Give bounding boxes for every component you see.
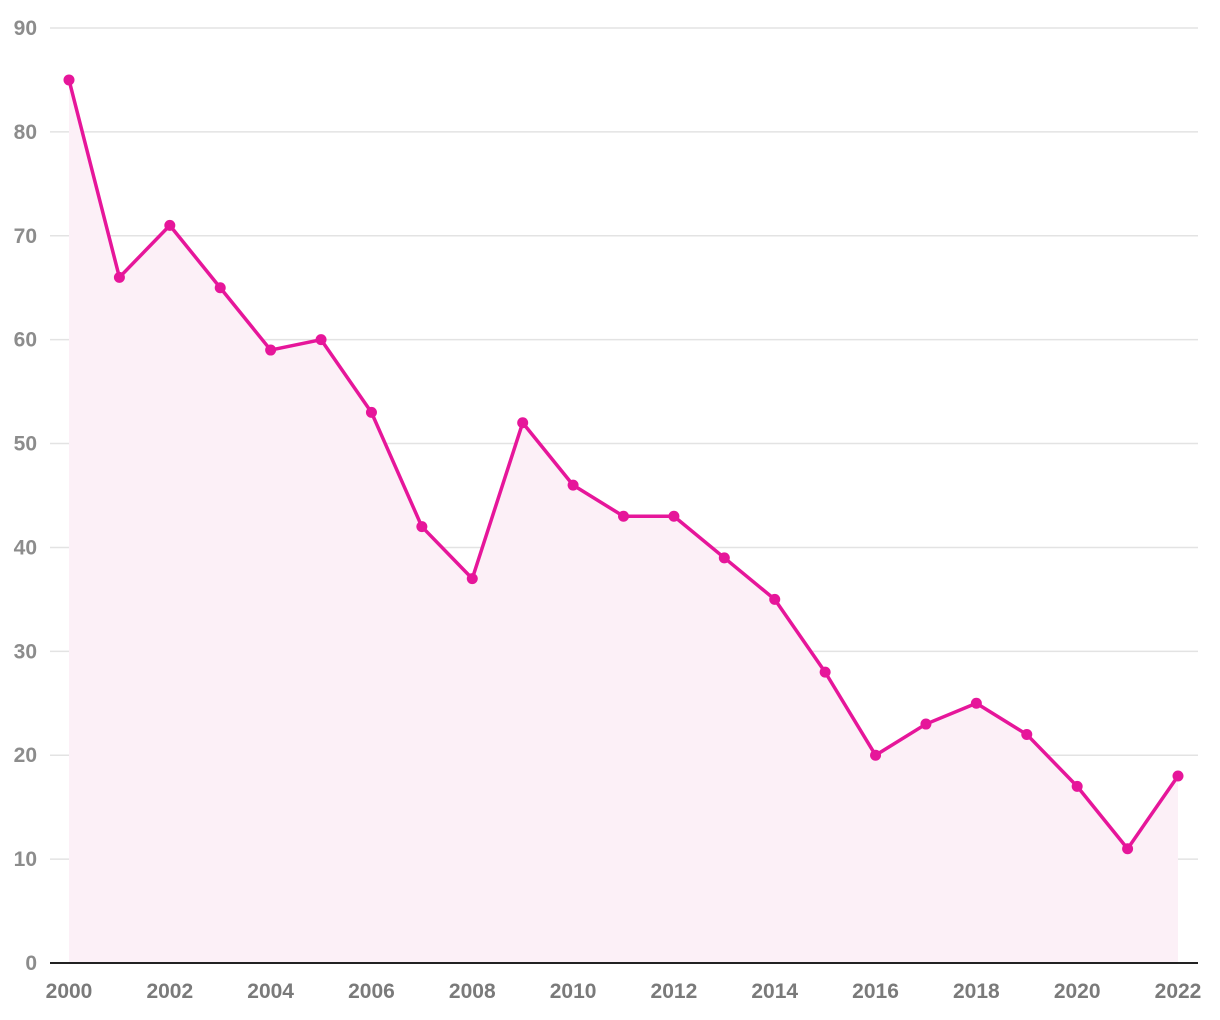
data-point-2016[interactable] bbox=[870, 749, 882, 761]
data-point-2018[interactable] bbox=[970, 697, 982, 709]
x-tick-label: 2022 bbox=[1155, 980, 1202, 1003]
y-axis-tick-labels: 0 10 20 30 40 50 60 70 80 90 bbox=[14, 17, 37, 975]
data-point-2007[interactable] bbox=[416, 521, 428, 533]
data-point-2011[interactable] bbox=[618, 510, 629, 522]
data-point-2009[interactable] bbox=[517, 417, 529, 429]
data-point-2010[interactable] bbox=[567, 479, 579, 491]
x-tick-label: 2018 bbox=[953, 980, 1000, 1003]
x-tick-label: 2004 bbox=[247, 980, 294, 1003]
data-point-2002[interactable] bbox=[164, 219, 176, 231]
data-points bbox=[63, 74, 1184, 855]
x-tick-label: 2012 bbox=[651, 980, 698, 1003]
data-point-2013[interactable] bbox=[718, 552, 730, 564]
y-tick-label: 60 bbox=[14, 329, 37, 352]
x-tick-label: 2008 bbox=[449, 980, 496, 1003]
data-point-2012[interactable] bbox=[668, 510, 680, 522]
x-tick-label: 2000 bbox=[46, 980, 93, 1003]
y-tick-label: 70 bbox=[14, 225, 37, 248]
data-point-2001[interactable] bbox=[113, 271, 125, 283]
x-tick-label: 2014 bbox=[751, 980, 798, 1003]
y-tick-label: 20 bbox=[14, 744, 37, 767]
data-point-2004[interactable] bbox=[265, 344, 277, 356]
x-tick-label: 2006 bbox=[348, 980, 395, 1003]
x-tick-label: 2002 bbox=[146, 980, 193, 1003]
y-tick-label: 40 bbox=[14, 536, 37, 559]
y-tick-label: 0 bbox=[25, 952, 37, 975]
x-tick-label: 2020 bbox=[1054, 980, 1101, 1003]
x-tick-label: 2016 bbox=[852, 980, 899, 1003]
y-tick-label: 30 bbox=[14, 640, 37, 663]
data-point-2020[interactable] bbox=[1071, 780, 1083, 792]
y-tick-label: 90 bbox=[14, 17, 37, 40]
data-point-2005[interactable] bbox=[315, 334, 327, 346]
x-tick-label: 2010 bbox=[550, 980, 597, 1003]
data-point-2017[interactable] bbox=[920, 718, 932, 730]
data-point-2022[interactable] bbox=[1172, 770, 1184, 782]
x-axis-tick-labels: 2000 2002 2004 2006 2008 2010 2012 2014 2016 2018… bbox=[46, 980, 1202, 1003]
data-point-2006[interactable] bbox=[365, 406, 377, 418]
data-point-2019[interactable] bbox=[1021, 728, 1033, 740]
y-tick-label: 10 bbox=[14, 848, 37, 871]
data-point-2021[interactable] bbox=[1122, 843, 1134, 855]
data-point-2000[interactable] bbox=[63, 74, 75, 86]
y-tick-label: 80 bbox=[14, 121, 37, 144]
data-point-2008[interactable] bbox=[466, 573, 478, 585]
data-point-2014[interactable] bbox=[769, 593, 781, 605]
data-point-2003[interactable] bbox=[214, 282, 226, 294]
y-tick-label: 50 bbox=[14, 433, 37, 456]
data-point-2015[interactable] bbox=[819, 666, 831, 678]
